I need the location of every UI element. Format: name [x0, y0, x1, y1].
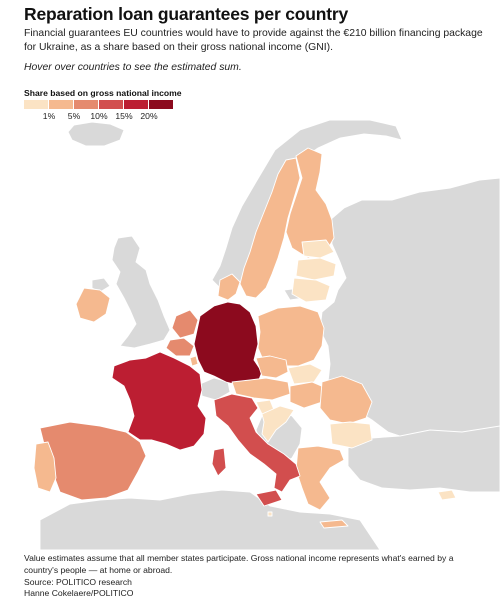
- map-country-cyprus[interactable]: Cyprus: [437, 489, 457, 501]
- europe-map: Finland Sweden Estonia Latvia Lithuania …: [0, 120, 500, 550]
- legend-swatch-3: [99, 100, 123, 109]
- legend-swatch-5: [149, 100, 173, 109]
- map-country-finland[interactable]: Finland: [285, 147, 335, 259]
- legend-label-2: 5%: [67, 111, 81, 121]
- map-country-ireland[interactable]: Ireland: [75, 287, 111, 323]
- map-country-malta[interactable]: Malta: [267, 511, 273, 517]
- map-country-czechia[interactable]: Czechia: [255, 355, 289, 379]
- legend-color-scale: [24, 100, 174, 109]
- legend-swatch-0: [24, 100, 48, 109]
- map-country-croatia[interactable]: Croatia: [261, 405, 295, 443]
- legend-title: Share based on gross national income: [24, 88, 182, 98]
- map-country-italy[interactable]: Italy: [213, 393, 301, 493]
- map-country-denmark[interactable]: Denmark: [217, 273, 241, 301]
- map-country-united-kingdom[interactable]: [111, 235, 171, 349]
- map-country-sweden[interactable]: Sweden: [239, 157, 301, 299]
- legend-swatch-2: [74, 100, 98, 109]
- legend-label-5: 20%: [140, 111, 158, 121]
- map-country-estonia[interactable]: Estonia: [301, 239, 335, 259]
- legend-label-3: 10%: [90, 111, 108, 121]
- map-country-lithuania[interactable]: Lithuania: [291, 277, 331, 303]
- map-country-russia-belarus-ukraine[interactable]: [319, 177, 500, 451]
- map-country-northern-ireland[interactable]: [91, 277, 111, 293]
- footer-source: Source: POLITICO research: [24, 576, 132, 587]
- map-country-italy-sicily[interactable]: Italy: [255, 489, 283, 507]
- chart-subtitle: Financial guarantees EU countries would …: [24, 28, 483, 53]
- map-svg: Finland Sweden Estonia Latvia Lithuania …: [33, 120, 500, 550]
- map-country-greece-crete[interactable]: Greece: [319, 519, 349, 529]
- legend-label-4: 15%: [115, 111, 133, 121]
- map-country-romania[interactable]: Romania: [319, 375, 373, 425]
- map-country-germany[interactable]: Germany: [193, 301, 263, 387]
- map-country-portugal[interactable]: Portugal: [33, 441, 57, 493]
- footer: Value estimates assume that all member s…: [24, 553, 486, 600]
- legend-swatch-4: [124, 100, 148, 109]
- map-country-italy-sardinia[interactable]: Italy: [211, 447, 227, 477]
- footer-note: Value estimates assume that all member s…: [24, 553, 454, 575]
- map-country-france[interactable]: France: [111, 351, 207, 451]
- map-country-north-africa[interactable]: [39, 489, 381, 550]
- chart-title: Reparation loan guarantees per country: [24, 4, 349, 24]
- map-country-netherlands[interactable]: Netherlands: [171, 309, 199, 339]
- map-country-luxembourg[interactable]: Luxembourg: [189, 355, 199, 367]
- map-country-latvia[interactable]: Latvia: [295, 257, 337, 281]
- map-country-bulgaria[interactable]: Bulgaria: [329, 421, 373, 449]
- map-country-greece[interactable]: Greece: [295, 445, 345, 511]
- map-country-poland[interactable]: Poland: [257, 305, 325, 367]
- map-country-slovakia[interactable]: Slovakia: [287, 363, 323, 385]
- legend-swatch-1: [49, 100, 73, 109]
- map-country-switzerland[interactable]: [199, 377, 231, 401]
- map-country-turkey[interactable]: [347, 425, 500, 493]
- map-country-belgium[interactable]: Belgium: [165, 337, 195, 357]
- map-country-iceland: [67, 121, 125, 147]
- legend-label-1: 1%: [42, 111, 56, 121]
- hover-hint: Hover over countries to see the estimate…: [24, 62, 242, 73]
- footer-credit: Hanne Cokelaere/POLITICO: [24, 588, 134, 599]
